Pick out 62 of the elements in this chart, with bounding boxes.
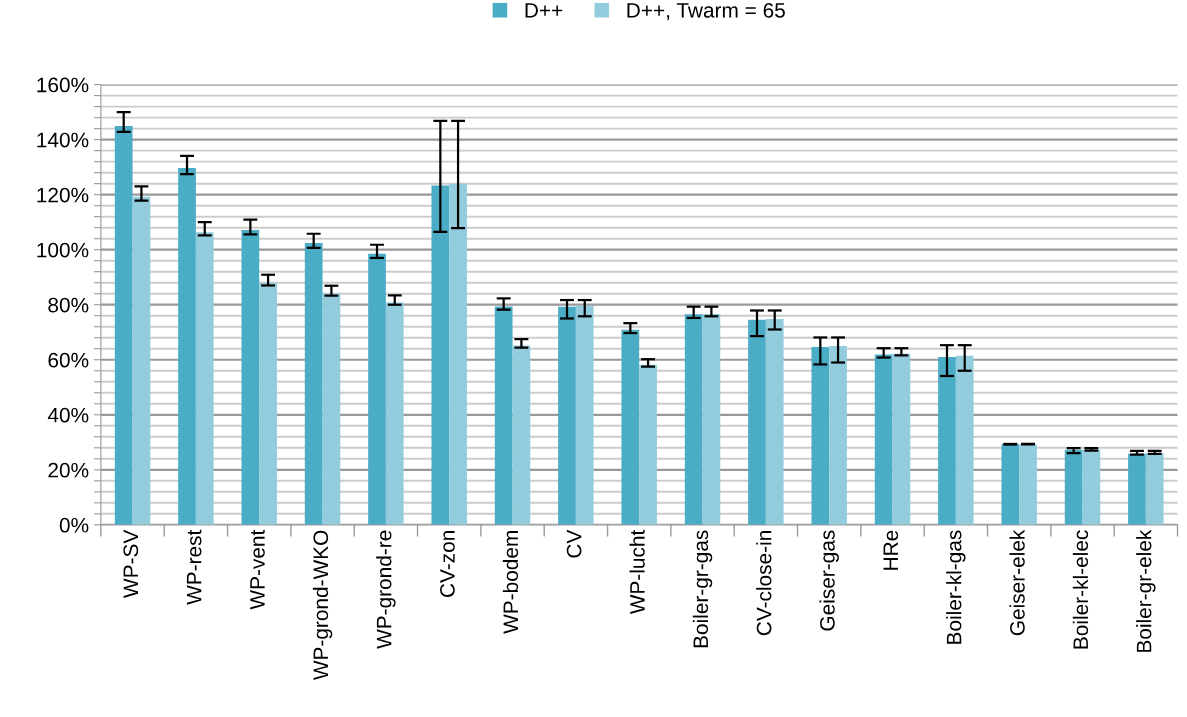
x-tick-label: WP-bodem: [502, 531, 519, 634]
bar: [1019, 444, 1037, 525]
y-tick-label: 20%: [48, 462, 89, 478]
x-tick-label: Boiler-gr-elek: [1136, 529, 1156, 652]
bar: [1128, 453, 1146, 525]
bar: [322, 293, 341, 525]
bar: [874, 354, 893, 525]
bar: [829, 346, 847, 525]
x-tick-label: HRe: [883, 530, 899, 570]
bar: [178, 167, 196, 525]
bar: [575, 305, 594, 525]
bar: [494, 306, 513, 525]
bar: [938, 357, 956, 525]
bar: [1082, 449, 1101, 525]
bar: [702, 314, 721, 525]
x-tick-label: Boiler-kl-elec: [1072, 530, 1089, 649]
bar: [114, 125, 133, 525]
x-tick-label: WP-lucht: [629, 529, 645, 615]
bar: [259, 282, 277, 525]
x-tick-label: WP-vent: [250, 529, 265, 610]
x-tick-label: WP-grond-WKO: [312, 530, 333, 681]
bar: [765, 319, 784, 525]
x-tick-label: WP-rest: [186, 529, 202, 605]
bar: [684, 314, 703, 525]
x-tick-label: CV-zon: [440, 531, 455, 597]
x-tick-label: WP-SV: [123, 529, 139, 598]
x-tick-label: WP-grond-re: [376, 530, 396, 649]
bar: [811, 347, 830, 525]
legend-label: D++: [525, 3, 563, 18]
bar: [748, 319, 766, 525]
y-tick-label: 0%: [59, 517, 89, 533]
bar: [955, 355, 974, 525]
bar: [512, 345, 531, 525]
bar: [368, 253, 386, 525]
bar: [1064, 449, 1083, 525]
y-tick-label: 60%: [48, 352, 89, 368]
bar: [241, 229, 260, 525]
bar: [1001, 444, 1020, 525]
y-tick-label: 100%: [37, 242, 89, 258]
x-tick-label: Boiler-gr-gas: [692, 530, 713, 648]
bar: [558, 306, 576, 525]
y-tick-label: 140%: [37, 132, 89, 148]
bar: [304, 243, 323, 525]
bar: [385, 302, 404, 525]
x-tick-label: Boiler-kl-gas: [946, 530, 966, 644]
x-tick-label: Geiser-elek: [1009, 529, 1025, 636]
bar: [892, 353, 911, 525]
bar: [132, 196, 151, 525]
y-tick-label: 120%: [37, 187, 89, 203]
x-tick-label: CV-close-in: [756, 531, 772, 636]
bar: [621, 329, 640, 525]
bar: [1145, 453, 1164, 525]
bar: [431, 185, 450, 525]
x-tick-label: CV: [566, 529, 582, 558]
y-tick-label: 160%: [37, 77, 89, 93]
x-tick-label: Geiser-gas: [819, 530, 839, 631]
bar: [449, 183, 467, 525]
legend-label: D++, Twarm = 65: [627, 2, 785, 21]
y-tick-label: 40%: [47, 407, 89, 423]
bar: [639, 364, 657, 525]
bar: [195, 232, 214, 525]
y-tick-label: 80%: [48, 297, 89, 313]
